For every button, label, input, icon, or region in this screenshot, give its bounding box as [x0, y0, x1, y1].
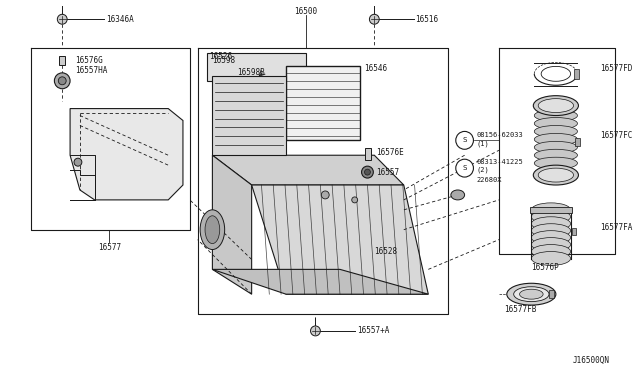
- Circle shape: [456, 131, 474, 149]
- Text: 16557HA: 16557HA: [75, 66, 108, 76]
- Text: (2): (2): [476, 167, 489, 173]
- Text: 16500: 16500: [294, 7, 317, 16]
- Ellipse shape: [200, 210, 225, 250]
- Bar: [531, 207, 572, 213]
- Text: 16528: 16528: [374, 247, 397, 256]
- Ellipse shape: [531, 217, 571, 231]
- Ellipse shape: [534, 125, 577, 137]
- Circle shape: [58, 77, 66, 85]
- Polygon shape: [286, 66, 360, 140]
- Polygon shape: [252, 185, 428, 294]
- Ellipse shape: [514, 287, 549, 302]
- Circle shape: [74, 158, 82, 166]
- Circle shape: [352, 197, 358, 203]
- Ellipse shape: [531, 244, 571, 259]
- Ellipse shape: [531, 210, 571, 224]
- Circle shape: [58, 14, 67, 24]
- Circle shape: [369, 14, 380, 24]
- Polygon shape: [70, 109, 183, 200]
- Polygon shape: [212, 155, 404, 185]
- Ellipse shape: [533, 165, 579, 185]
- Text: 08313-41225: 08313-41225: [476, 159, 523, 165]
- Bar: [365, 148, 371, 160]
- Circle shape: [362, 166, 373, 178]
- Text: 16546: 16546: [365, 64, 388, 73]
- Text: 16557: 16557: [376, 168, 399, 177]
- Ellipse shape: [534, 110, 577, 122]
- Bar: [572, 228, 577, 235]
- Text: 08156-62033: 08156-62033: [476, 132, 523, 138]
- Text: 16577FB: 16577FB: [504, 305, 536, 314]
- Ellipse shape: [531, 203, 571, 217]
- Text: 16598B: 16598B: [237, 68, 265, 77]
- Ellipse shape: [533, 96, 579, 116]
- Circle shape: [365, 169, 371, 175]
- Text: 16557+A: 16557+A: [356, 326, 389, 336]
- Text: (1): (1): [476, 140, 489, 147]
- Ellipse shape: [531, 231, 571, 244]
- Text: 16577FA: 16577FA: [600, 223, 632, 232]
- Ellipse shape: [531, 251, 571, 265]
- Ellipse shape: [534, 141, 577, 153]
- Text: J16500QN: J16500QN: [573, 356, 610, 365]
- Ellipse shape: [534, 149, 577, 161]
- Ellipse shape: [451, 190, 465, 200]
- Ellipse shape: [534, 118, 577, 129]
- Text: 16346A: 16346A: [106, 15, 134, 24]
- Circle shape: [310, 326, 321, 336]
- Bar: [60, 56, 65, 65]
- Ellipse shape: [534, 134, 577, 145]
- Text: 16576E: 16576E: [376, 148, 404, 157]
- Ellipse shape: [205, 216, 220, 244]
- Polygon shape: [207, 53, 306, 81]
- Ellipse shape: [531, 224, 571, 238]
- Text: S: S: [463, 137, 467, 143]
- Ellipse shape: [538, 168, 573, 182]
- Ellipse shape: [538, 99, 573, 113]
- Circle shape: [54, 73, 70, 89]
- Text: 16526: 16526: [209, 52, 232, 61]
- Text: 16576G: 16576G: [75, 57, 103, 65]
- Text: 16577FC: 16577FC: [600, 131, 632, 140]
- Circle shape: [321, 191, 329, 199]
- Bar: [575, 138, 580, 146]
- Text: 16576P: 16576P: [531, 263, 559, 272]
- Text: 16598: 16598: [212, 57, 236, 65]
- Polygon shape: [212, 269, 428, 294]
- Polygon shape: [212, 155, 252, 294]
- Circle shape: [456, 159, 474, 177]
- Polygon shape: [212, 76, 286, 155]
- Text: 22680X: 22680X: [476, 177, 502, 183]
- Ellipse shape: [531, 238, 571, 251]
- Bar: [573, 69, 579, 79]
- Ellipse shape: [520, 289, 543, 299]
- Text: 16516: 16516: [415, 15, 438, 24]
- Ellipse shape: [534, 157, 577, 169]
- Bar: [549, 290, 554, 298]
- Text: 16577: 16577: [98, 243, 121, 252]
- Text: S: S: [463, 165, 467, 171]
- Ellipse shape: [507, 283, 556, 305]
- Text: 16577FD: 16577FD: [600, 64, 632, 73]
